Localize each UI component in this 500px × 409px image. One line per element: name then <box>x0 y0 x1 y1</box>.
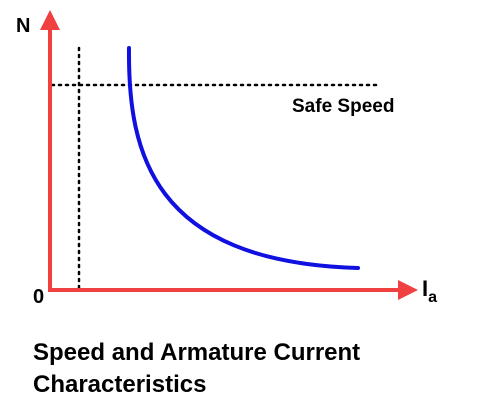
y-axis-arrowhead <box>40 10 60 30</box>
x-axis-label-subscript: a <box>428 289 437 306</box>
y-axis-label: N <box>16 15 30 37</box>
x-axis-label-main: I <box>422 276 428 301</box>
x-axis-label: Ia <box>422 276 437 306</box>
caption-line-2: Characteristics <box>33 371 207 398</box>
speed-current-diagram: N 0 Ia Safe Speed <box>16 10 437 308</box>
safe-speed-label: Safe Speed <box>292 96 394 117</box>
origin-label: 0 <box>33 286 44 308</box>
speed-current-curve <box>126 46 360 270</box>
caption-line-1: Speed and Armature Current <box>33 339 361 366</box>
diagram-caption: Speed and Armature Current Characteristi… <box>33 337 360 401</box>
x-axis-arrowhead <box>398 280 418 300</box>
